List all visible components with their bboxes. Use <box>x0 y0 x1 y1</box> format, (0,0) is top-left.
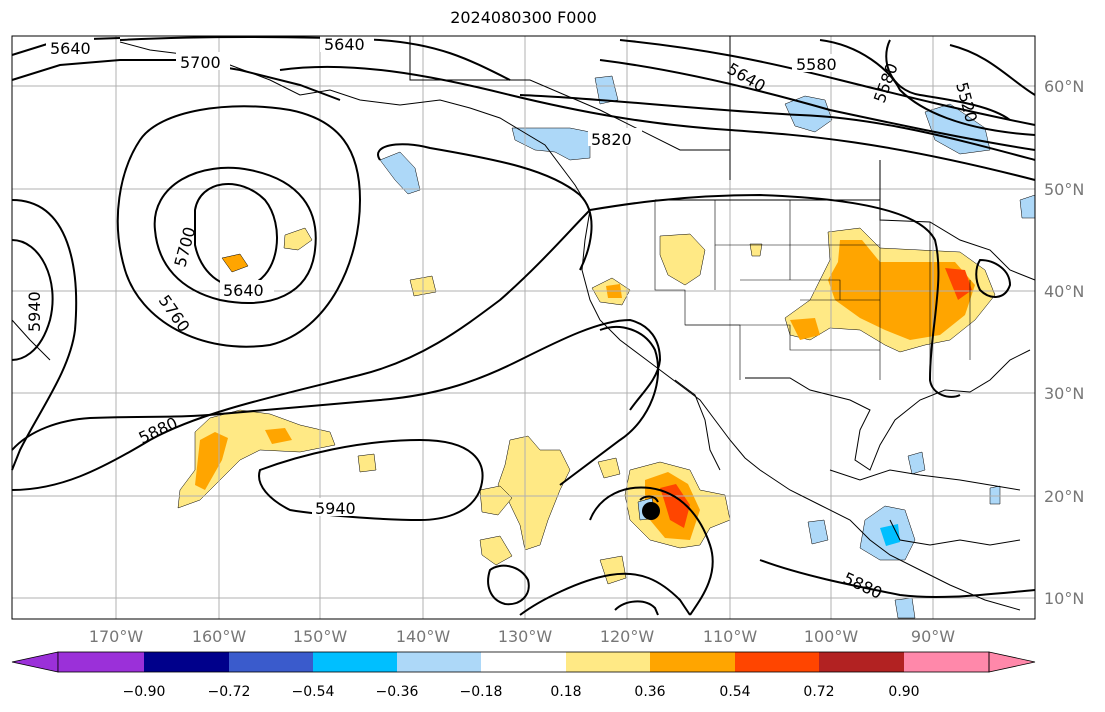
coastlines <box>11 36 1036 611</box>
contour-label: 5640 <box>223 281 264 300</box>
colorbar-segment <box>229 652 313 672</box>
map-title: 2024080300 F000 <box>450 8 597 27</box>
lon-label: 150°W <box>293 627 348 646</box>
anomaly-positive-core <box>790 318 820 340</box>
anomaly-positive-core <box>945 268 972 300</box>
lon-label: 130°W <box>498 627 553 646</box>
lat-label: 30°N <box>1044 384 1084 403</box>
contour-label: 5580 <box>796 55 837 74</box>
lat-label: 50°N <box>1044 180 1084 199</box>
anomaly-positive-region <box>357 453 377 473</box>
longitude-labels: 170°W 160°W 150°W 140°W 130°W 120°W 110°… <box>89 627 955 646</box>
anomaly-positive-core <box>660 484 690 528</box>
contour-label: 5940 <box>25 291 44 332</box>
colorbar-segment <box>650 652 735 672</box>
anomaly-negative-region <box>784 95 833 133</box>
colorbar-extend-min <box>11 651 59 673</box>
lon-label: 100°W <box>804 627 859 646</box>
lon-label: 90°W <box>911 627 955 646</box>
contour-label: 5700 <box>180 53 221 72</box>
colorbar-tick-label: 0.54 <box>719 684 750 700</box>
lat-label: 40°N <box>1044 282 1084 301</box>
anomaly-positive-region <box>659 233 706 286</box>
anomaly-negative-region <box>594 75 619 105</box>
colorbar-extend-max <box>988 651 1036 673</box>
lon-label: 120°W <box>600 627 655 646</box>
colorbar-tick-label: −0.54 <box>292 684 335 700</box>
lon-label: 140°W <box>396 627 451 646</box>
colorbar-segment <box>481 652 566 672</box>
latitude-labels: 60°N 50°N 40°N 30°N 20°N 10°N <box>1044 77 1084 608</box>
colorbar-outline <box>57 651 990 673</box>
colorbar-tick-label: −0.18 <box>460 684 503 700</box>
colorbar-tick-label: 0.36 <box>634 684 665 700</box>
colorbar-tick-label: −0.72 <box>208 684 251 700</box>
colorbar-tick-label: 0.72 <box>803 684 834 700</box>
colorbar-segment <box>144 652 229 672</box>
anomaly-negative-region <box>807 519 829 545</box>
contour-label: 5640 <box>324 35 365 54</box>
anomaly-negative-region <box>989 485 1001 505</box>
colorbar-segment <box>566 652 650 672</box>
colorbar-tick-label: −0.36 <box>376 684 419 700</box>
lat-label: 10°N <box>1044 589 1084 608</box>
lat-label: 60°N <box>1044 77 1084 96</box>
colorbar-segment <box>58 652 144 672</box>
contour-label: 5940 <box>315 499 356 518</box>
anomaly-negative-region <box>894 597 916 619</box>
colorbar: −0.90 −0.72 −0.54 −0.36 −0.18 0.18 0.36 … <box>11 651 1036 700</box>
lon-label: 110°W <box>703 627 758 646</box>
colorbar-segment <box>904 652 989 672</box>
contour-label: 5640 <box>50 39 91 58</box>
anomaly-positive-core <box>265 428 292 444</box>
anomaly-positive-region <box>479 535 513 566</box>
colorbar-tick-label: 0.18 <box>550 684 581 700</box>
anomaly-positive-region <box>283 227 313 251</box>
contour-label: 5820 <box>591 130 632 149</box>
colorbar-segment <box>819 652 904 672</box>
colorbar-tick-label: 0.90 <box>888 684 919 700</box>
state-borders <box>654 200 971 380</box>
anomaly-positive-region <box>221 253 249 273</box>
lon-label: 170°W <box>89 627 144 646</box>
anomaly-positive-region <box>597 457 621 479</box>
lat-label: 20°N <box>1044 487 1084 506</box>
lon-label: 160°W <box>192 627 247 646</box>
colorbar-segment <box>397 652 481 672</box>
anomaly-negative-region <box>379 151 421 195</box>
anomaly-positive-region <box>479 485 513 516</box>
anomaly-negative-region <box>907 451 926 475</box>
colorbar-segment <box>313 652 397 672</box>
colorbar-tick-label: −0.90 <box>123 684 166 700</box>
colorbar-segment <box>735 652 819 672</box>
anomaly-positive-core <box>195 432 228 490</box>
storm-center-marker <box>642 502 660 520</box>
map-frame <box>11 35 1036 620</box>
anomaly-positive-region <box>749 243 763 257</box>
